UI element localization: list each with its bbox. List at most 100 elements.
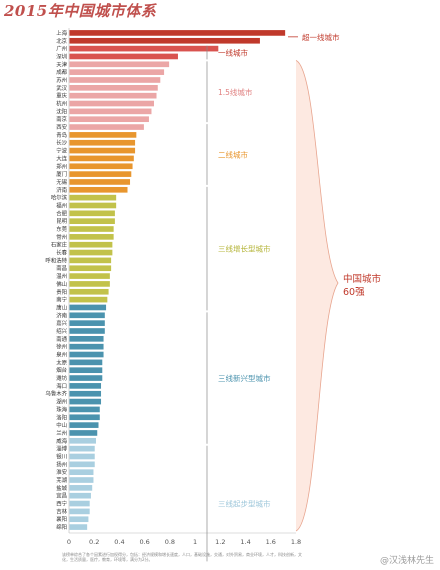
bar xyxy=(69,406,100,413)
category-label: 济南 xyxy=(56,186,67,194)
bar xyxy=(69,265,112,272)
category-label: 东莞 xyxy=(56,225,67,233)
bar xyxy=(69,100,154,107)
bar xyxy=(69,445,95,452)
bar xyxy=(69,437,96,444)
category-label: 太原 xyxy=(56,358,67,366)
bar xyxy=(69,453,95,460)
category-label: 淮安 xyxy=(56,468,67,476)
x-tick-label: 1.4 xyxy=(240,538,250,546)
category-label: 南通 xyxy=(56,335,67,343)
bar xyxy=(69,147,136,154)
x-tick-label: 0.6 xyxy=(139,538,149,546)
bar xyxy=(69,359,103,366)
category-label: 重庆 xyxy=(56,92,67,100)
category-label: 烟台 xyxy=(56,366,67,374)
x-tick-label: 0.2 xyxy=(89,538,99,546)
chart-title: 2015年中国城市体系 xyxy=(4,2,157,20)
bar xyxy=(69,249,113,256)
category-label: 青岛 xyxy=(56,131,67,139)
category-label: 北京 xyxy=(56,37,67,45)
bar xyxy=(69,234,114,240)
bar xyxy=(69,132,137,138)
category-label: 成都 xyxy=(56,68,67,76)
category-label: 苏州 xyxy=(56,76,67,84)
group-label: 三线起步型城市 xyxy=(218,499,271,509)
category-label: 天津 xyxy=(56,61,67,68)
category-label: 贵阳 xyxy=(56,288,67,296)
bar xyxy=(69,351,104,358)
bar xyxy=(69,194,117,201)
bar xyxy=(69,398,102,405)
category-label: 合肥 xyxy=(56,209,67,217)
group-label: 三线增长型城市 xyxy=(218,244,271,254)
group-label: 一线城市 xyxy=(218,48,248,58)
watermark: @汉浅林先生 xyxy=(379,556,434,566)
bar xyxy=(69,77,161,83)
category-label: 呼和浩特 xyxy=(45,256,67,264)
bar xyxy=(69,155,134,162)
bar xyxy=(69,500,90,507)
group-label: 1.5线城市 xyxy=(218,87,253,97)
bar xyxy=(69,116,149,123)
bar xyxy=(69,320,105,326)
category-label: 长沙 xyxy=(56,139,67,147)
group-label: 三线新兴型城市 xyxy=(218,373,271,383)
bar xyxy=(69,218,115,224)
category-label: 泉州 xyxy=(56,351,67,359)
bar xyxy=(69,53,178,60)
bar xyxy=(69,485,93,491)
bar xyxy=(69,336,104,342)
category-label: 广州 xyxy=(56,45,67,53)
bar xyxy=(69,328,105,334)
bar xyxy=(69,92,157,99)
category-label: 南京 xyxy=(56,115,67,123)
category-label: 佛山 xyxy=(56,280,67,288)
category-label: 哈尔滨 xyxy=(51,194,68,202)
bar xyxy=(69,367,103,374)
category-label: 吉林 xyxy=(56,507,67,515)
summary-count: 60强 xyxy=(343,287,365,298)
bar xyxy=(69,163,133,170)
category-label: 宁波 xyxy=(56,147,67,155)
bar xyxy=(69,304,107,311)
footnote: 该榜单综合了各个因素进行加权得分，包括：经济规模和增长速度，人口，基础设施，交通… xyxy=(62,552,302,562)
category-label: 武汉 xyxy=(56,84,67,92)
bar xyxy=(69,69,165,75)
category-label: 宜昌 xyxy=(56,492,67,500)
category-label: 沈阳 xyxy=(56,107,67,115)
category-label: 济南 xyxy=(56,311,67,319)
summary-label: 中国城市 xyxy=(343,273,382,285)
bar xyxy=(69,124,144,130)
bar xyxy=(69,273,110,279)
category-label: 大连 xyxy=(56,154,67,162)
category-label: 石家庄 xyxy=(51,241,68,249)
bar xyxy=(69,469,94,475)
bar xyxy=(69,257,112,264)
x-tick-label: 1.2 xyxy=(215,538,225,546)
category-label: 兰州 xyxy=(56,429,67,437)
category-label: 中山 xyxy=(56,421,67,429)
bar xyxy=(69,179,131,185)
bar xyxy=(69,383,102,389)
bar xyxy=(69,37,260,44)
category-label: 淄博 xyxy=(56,445,67,453)
category-label: 芜湖 xyxy=(56,476,67,484)
category-label: 南宁 xyxy=(56,296,67,304)
category-label: 上海 xyxy=(56,29,67,37)
bar xyxy=(69,171,132,177)
bar xyxy=(69,226,114,232)
bar xyxy=(69,477,94,483)
x-tick-label: 0 xyxy=(67,538,71,546)
bar xyxy=(69,375,103,381)
category-label: 扬州 xyxy=(56,460,67,468)
brace xyxy=(295,60,339,532)
bar xyxy=(69,343,104,350)
bar xyxy=(69,85,158,91)
category-label: 福州 xyxy=(56,201,67,209)
category-label: 杭州 xyxy=(56,100,67,108)
x-tick-label: 0.4 xyxy=(114,538,124,546)
category-label: 厦门 xyxy=(56,170,67,178)
